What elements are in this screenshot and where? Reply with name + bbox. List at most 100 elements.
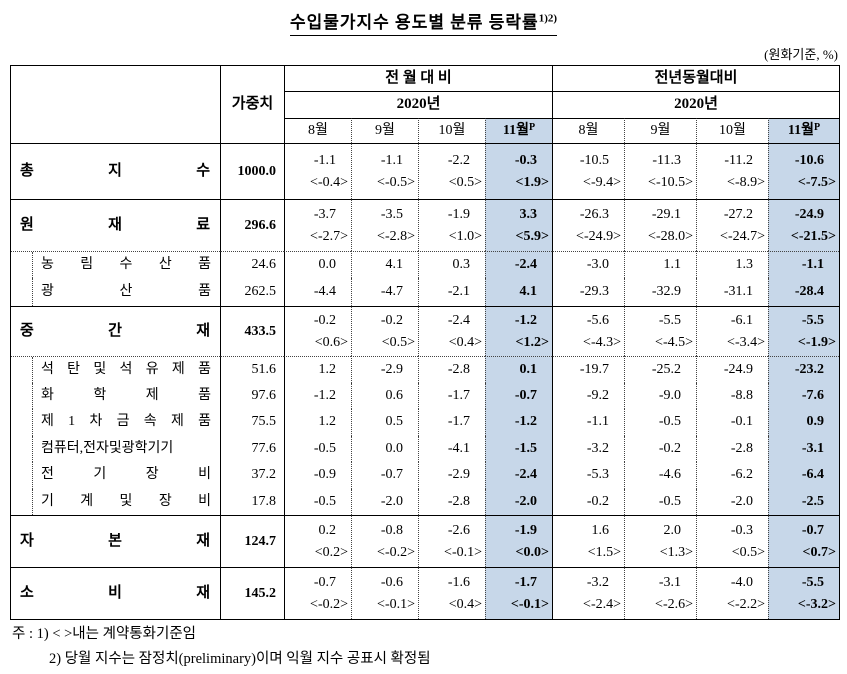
mom-value: 4.1: [385, 257, 404, 273]
yoy-value: -10.6: [794, 152, 824, 168]
yoy-value-cell: -6.2: [696, 462, 768, 489]
yoy-value-cell: -4.6: [624, 462, 696, 489]
mom-contract-currency-value: <1.9>: [515, 174, 549, 190]
mom-value-cell: -1.9 <1.0>: [418, 199, 485, 251]
mom-value: -0.5: [313, 440, 336, 456]
row-label-text: 컴퓨터,전자및광학기기: [41, 440, 174, 456]
mom-value: -2.8: [447, 493, 470, 509]
weight-cell: 1000.0: [220, 143, 284, 199]
mom-value: -2.0: [514, 493, 537, 509]
mom-value-cell: 4.1: [485, 278, 552, 306]
mom-value: 0.0: [385, 440, 404, 456]
mom-value: -1.2: [514, 312, 537, 328]
mom-value-cell: -0.2 <0.5>: [351, 306, 418, 356]
mom-value: -1.2: [313, 387, 336, 403]
yoy-value: -0.7: [801, 522, 824, 538]
mom-value-cell: -1.1 <-0.4>: [284, 143, 351, 199]
mom-value: 0.2: [318, 522, 337, 538]
mom-value: -2.2: [447, 152, 470, 168]
weight-cell: 262.5: [220, 278, 284, 306]
mom-value-cell: 1.2: [284, 356, 351, 383]
mom-value: -2.9: [380, 361, 403, 377]
yoy-value-cell: -11.3 <-10.5>: [624, 143, 696, 199]
yoy-value-cell: -3.1: [768, 435, 839, 462]
mom-value: -1.9: [447, 206, 470, 222]
yoy-value-cell: -2.8: [696, 435, 768, 462]
sub-row-indent: 기 계 및 장 비: [32, 488, 220, 515]
mom-contract-currency-value: <-0.1>: [510, 596, 549, 612]
yoy-contract-currency-value: <0.7>: [802, 544, 836, 560]
mom-value: -0.7: [514, 387, 537, 403]
mom-value: -2.4: [447, 312, 470, 328]
yoy-month-nov-preliminary: 11월 P: [768, 118, 839, 143]
yoy-contract-currency-value: <-4.3>: [583, 334, 621, 350]
mom-contract-currency-value: <0.6>: [314, 334, 348, 350]
row-label-text: 화 학 제 품: [41, 387, 211, 403]
yoy-contract-currency-value: <-28.0>: [648, 228, 693, 244]
yoy-contract-currency-value: <1.5>: [587, 544, 621, 560]
mom-contract-currency-value: <0.4>: [448, 596, 482, 612]
yoy-value-cell: -5.5 <-1.9>: [768, 306, 839, 356]
mom-value: -3.5: [380, 206, 403, 222]
yoy-value: -2.8: [730, 440, 753, 456]
weight-value: 37.2: [251, 467, 277, 483]
mom-value-cell: -0.7 <-0.2>: [284, 567, 351, 619]
yoy-value: -24.9: [794, 206, 824, 222]
mom-value: -2.1: [447, 284, 470, 300]
mom-value: -1.9: [514, 522, 537, 538]
mom-value-cell: -2.8: [418, 488, 485, 515]
mom-value-cell: -0.8 <-0.2>: [351, 515, 418, 567]
mom-month-aug: 8월: [284, 118, 351, 143]
sub-row-indent: 제 1 차 금 속 제 품: [32, 409, 220, 436]
yoy-value: -1.1: [586, 414, 609, 430]
yoy-value-cell: -10.6 <-7.5>: [768, 143, 839, 199]
yoy-value-cell: -0.5: [624, 409, 696, 436]
mom-contract-currency-value: <0.5>: [448, 174, 482, 190]
yoy-value-cell: -29.1 <-28.0>: [624, 199, 696, 251]
mom-value: 3.3: [519, 206, 538, 222]
mom-contract-currency-value: <0.2>: [314, 544, 348, 560]
row-label-text: 전 기 장 비: [41, 467, 211, 483]
yoy-value-cell: -6.4: [768, 462, 839, 489]
yoy-value: -31.1: [723, 284, 753, 300]
mom-value-cell: -1.2: [485, 409, 552, 436]
mom-contract-currency-value: <-0.1>: [444, 544, 482, 560]
mom-value: -1.7: [447, 414, 470, 430]
mom-value: 1.2: [318, 361, 337, 377]
sub-row-indent: 농 림 수 산 품: [32, 252, 220, 278]
mom-month-sep: 9월: [351, 118, 418, 143]
mom-value-cell: -0.3 <1.9>: [485, 143, 552, 199]
mom-value-cell: -0.5: [284, 435, 351, 462]
weight-cell: 145.2: [220, 567, 284, 619]
yoy-contract-currency-value: <-24.9>: [576, 228, 621, 244]
mom-value: -3.7: [313, 206, 336, 222]
mom-value-cell: -3.7 <-2.7>: [284, 199, 351, 251]
mom-value: -0.9: [313, 467, 336, 483]
weight-value: 51.6: [251, 361, 277, 377]
row-label: 자 본 재: [11, 515, 220, 567]
mom-value-cell: -0.7: [351, 462, 418, 489]
sub-row-indent: 컴퓨터,전자및광학기기: [32, 435, 220, 462]
yoy-value: -29.1: [651, 206, 681, 222]
corner-cell: [11, 66, 220, 143]
mom-value: -2.4: [514, 257, 537, 273]
mom-value: -0.2: [313, 312, 336, 328]
mom-value: -0.3: [514, 152, 537, 168]
yoy-contract-currency-value: <-2.2>: [727, 596, 765, 612]
mom-value-cell: -4.4: [284, 278, 351, 306]
mom-value-cell: -2.9: [418, 462, 485, 489]
weight-value: 145.2: [244, 585, 277, 601]
yoy-value: -5.6: [586, 312, 609, 328]
yoy-value: -4.6: [658, 467, 681, 483]
mom-value: -4.7: [380, 284, 403, 300]
row-label: 총 지 수: [11, 143, 220, 199]
row-label-text: 원 재 료: [20, 216, 210, 233]
yoy-value-cell: -5.5 <-4.5>: [624, 306, 696, 356]
mom-value: -1.2: [514, 414, 537, 430]
mom-value-cell: -1.1 <-0.5>: [351, 143, 418, 199]
yoy-value: -2.0: [730, 493, 753, 509]
yoy-value: -9.2: [586, 387, 609, 403]
yoy-value-cell: -29.3: [552, 278, 624, 306]
weight-cell: 97.6: [220, 382, 284, 409]
mom-value-cell: -0.7: [485, 382, 552, 409]
